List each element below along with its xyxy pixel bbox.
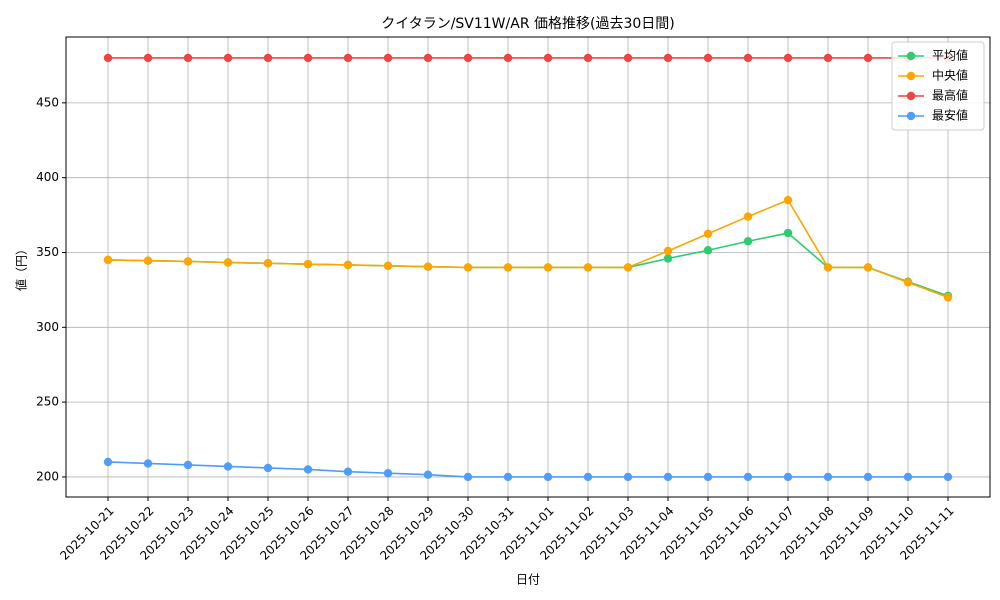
data-point [103, 53, 113, 63]
data-point [863, 53, 873, 63]
data-point [503, 263, 513, 272]
legend-marker [906, 111, 916, 121]
data-point [783, 195, 793, 205]
data-point [263, 463, 273, 473]
data-point [663, 53, 673, 63]
data-point [463, 472, 473, 482]
data-point [943, 293, 953, 302]
data-point [623, 263, 633, 272]
data-point [343, 467, 353, 476]
data-point [943, 472, 953, 482]
data-point [863, 263, 873, 272]
data-point [463, 53, 473, 63]
data-point [463, 263, 473, 272]
data-point [143, 256, 153, 265]
data-point [783, 53, 793, 63]
data-point [663, 472, 673, 482]
data-point [583, 53, 593, 63]
data-point [343, 260, 353, 270]
data-point [103, 457, 113, 467]
data-point [503, 472, 513, 482]
data-point [703, 229, 713, 238]
data-point [423, 53, 433, 63]
data-point [103, 255, 113, 265]
data-point [543, 472, 553, 482]
data-point [543, 263, 553, 272]
data-point [703, 472, 713, 482]
legend-box [891, 41, 985, 131]
data-point [623, 472, 633, 482]
data-point [183, 257, 193, 266]
data-point [423, 470, 433, 479]
plot-frame [65, 36, 991, 498]
data-point [223, 53, 233, 63]
data-point [903, 278, 913, 287]
y-tick-label: 400 [36, 170, 59, 184]
legend-label: 平均値 [932, 48, 968, 63]
y-tick-label: 300 [36, 320, 59, 334]
data-point [383, 261, 393, 271]
legend-label: 中央値 [932, 68, 968, 83]
legend-label: 最安値 [932, 108, 968, 123]
data-point [743, 212, 753, 221]
legend-label: 最高値 [932, 88, 968, 103]
y-tick-label: 200 [36, 469, 59, 483]
data-point [743, 237, 753, 246]
data-point [823, 53, 833, 63]
data-point [303, 259, 313, 269]
data-point [143, 53, 153, 63]
data-point [703, 53, 713, 63]
data-point [823, 472, 833, 482]
y-tick-label: 350 [36, 245, 59, 259]
data-point [503, 53, 513, 63]
data-point [383, 469, 393, 478]
data-point [583, 472, 593, 482]
data-point [623, 53, 633, 63]
data-point [903, 472, 913, 482]
data-point [743, 472, 753, 482]
legend-marker [906, 91, 916, 101]
data-point [223, 258, 233, 267]
data-point [703, 246, 713, 255]
data-point [583, 263, 593, 272]
legend-marker [906, 51, 916, 61]
data-point [663, 254, 673, 263]
y-tick-label: 450 [36, 95, 59, 109]
data-point [223, 462, 233, 471]
data-point [863, 472, 873, 482]
data-point [143, 459, 153, 468]
data-point [743, 53, 753, 63]
data-point [663, 246, 673, 256]
data-point [183, 53, 193, 63]
data-point [183, 460, 193, 470]
data-point [303, 465, 313, 474]
data-point [423, 262, 433, 271]
data-point [263, 53, 273, 63]
x-axis-label: 日付 [516, 573, 540, 587]
data-point [263, 259, 273, 268]
legend-marker [906, 71, 916, 81]
y-tick-label: 250 [36, 395, 59, 409]
series-line [107, 199, 949, 299]
data-point [823, 263, 833, 272]
data-point [783, 228, 793, 238]
data-point [783, 472, 793, 482]
series-line [107, 461, 948, 478]
data-point [543, 53, 553, 63]
data-point [343, 53, 353, 63]
chart-title: クイタラン/SV11W/AR 価格推移(過去30日間) [381, 16, 675, 32]
data-point [383, 53, 393, 63]
data-point [303, 53, 313, 63]
y-axis-label: 値（円） [14, 243, 29, 291]
